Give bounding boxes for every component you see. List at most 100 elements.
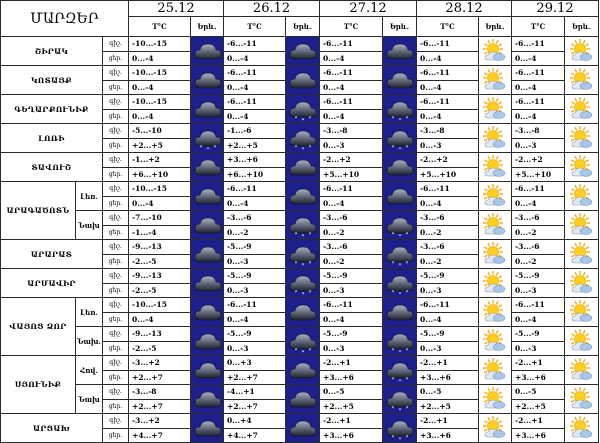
- forecast-row: ՎԱՅՈՑ ՁՈՐ Լեռ. գիշ. -10...-15 -6...-11 -6...-…: [0, 297, 600, 356]
- svg-text:*: *: [302, 263, 305, 268]
- forecast-row: ԱՐԱԳԱԾՈՏՆ Լեռ. գիշ. -10...-15 -6...-11 -6...-…: [0, 181, 600, 240]
- snow-cloud-night-icon: * * *: [382, 326, 418, 356]
- sun-cloud-icon: [478, 239, 513, 269]
- forecast-row: ԱՐԱՐԱՏ գիշ. -9...-13 -5...-9 * * * -3...-6 * * * -3…: [0, 239, 600, 269]
- sun-cloud-icon: [564, 210, 600, 240]
- svg-text:*: *: [406, 377, 409, 383]
- night-temperature: -3...+2: [128, 413, 192, 429]
- night-label: գիշ.: [101, 297, 130, 313]
- night-temperature: +3...+6: [223, 152, 287, 168]
- day-temperature: +5...+10: [319, 166, 384, 182]
- snow-cloud-night-icon: * * *: [382, 239, 418, 269]
- night-temperature: -3...-6: [223, 210, 287, 226]
- night-temperature: -2...+1: [416, 413, 480, 429]
- day-temperature: 0...-4: [319, 108, 384, 124]
- snow-cloud-night-icon: * * *: [190, 123, 225, 153]
- svg-text:*: *: [406, 145, 409, 151]
- snow-cloud-night-icon: * * *: [382, 210, 418, 240]
- sun-cloud-icon: [564, 36, 600, 66]
- svg-text:*: *: [302, 118, 305, 123]
- day-temperature: 0...-3: [511, 282, 566, 298]
- svg-text:*: *: [392, 290, 395, 296]
- subregion-name: Նախ: [75, 210, 103, 240]
- svg-text:*: *: [399, 147, 402, 152]
- cloud-night-icon: [190, 36, 225, 66]
- svg-text:*: *: [302, 350, 305, 355]
- night-temperature: -10...-15: [128, 65, 192, 81]
- day-temperature: 0...-4: [223, 108, 287, 124]
- day-temperature: +3...+6: [511, 369, 566, 385]
- day-temperature: 0...-3: [223, 253, 287, 269]
- sun-cloud-icon: [478, 123, 513, 153]
- night-temperature: -6...-11: [319, 94, 384, 110]
- svg-text:*: *: [406, 406, 409, 412]
- night-temperature: -6...-11: [319, 36, 384, 52]
- night-label: գիշ.: [101, 181, 130, 197]
- day-label: ցեր.: [101, 311, 130, 327]
- forecast-body: ՇԻՐԱԿ գիշ. -10...-15 -6...-11 -6...-11 -6...-…: [0, 36, 600, 443]
- svg-text:*: *: [399, 350, 402, 355]
- sun-cloud-icon: [478, 355, 513, 385]
- day-temperature: 0...-3: [416, 282, 480, 298]
- svg-text:*: *: [392, 377, 395, 383]
- night-temperature: -6...-11: [416, 36, 480, 52]
- day-temperature: +2...+7: [223, 369, 287, 385]
- night-temperature: -9...-13: [128, 326, 192, 342]
- svg-text:*: *: [406, 261, 409, 267]
- icon-column-header: Երև.: [190, 16, 225, 37]
- region-name: ՎԱՅՈՑ ՁՈՐ: [0, 297, 76, 356]
- day-temperature: +4...+7: [128, 427, 192, 443]
- night-temperature: -2...+2: [319, 152, 384, 168]
- forecast-row: ցեր. -1...-4 0...-2 0...-2 0...-2 0...-2: [1, 224, 599, 240]
- night-temperature: -9...-13: [128, 268, 192, 284]
- sun-cloud-icon: [564, 123, 600, 153]
- night-temperature: -3...-8: [511, 123, 566, 139]
- day-temperature: -2...-5: [128, 253, 192, 269]
- sun-cloud-icon: [478, 94, 513, 124]
- region-name: ՍՅՈՒՆԻՔ: [0, 355, 76, 414]
- snow-cloud-night-icon: * * *: [285, 94, 321, 124]
- sun-cloud-icon: [564, 384, 600, 414]
- day-temperature: +3...+6: [319, 427, 384, 443]
- night-temperature: 0...-5: [416, 384, 480, 400]
- day-temperature: 0...-3: [416, 340, 480, 356]
- cloud-night-icon: [190, 181, 225, 211]
- svg-text:*: *: [392, 232, 395, 238]
- date-header: 29.12: [511, 0, 600, 17]
- night-temperature: -7...-10: [128, 210, 192, 226]
- svg-text:*: *: [302, 147, 305, 152]
- night-label: գիշ.: [101, 210, 130, 226]
- svg-text:*: *: [406, 290, 409, 296]
- temp-column-header: T°C: [319, 16, 384, 37]
- day-temperature: 0...-4: [511, 79, 566, 95]
- day-temperature: +6...+10: [223, 166, 287, 182]
- forecast-row: ցեր. +2...+5 +2...+5 0...-3 0...-3 0...-3: [1, 137, 599, 153]
- night-temperature: -3...+2: [128, 355, 192, 371]
- snow-cloud-night-icon: * * *: [285, 210, 321, 240]
- cloud-night-icon: [285, 355, 321, 385]
- night-temperature: -6...-11: [223, 181, 287, 197]
- forecast-row: ցեր. +6...+10 +6...+10 +5...+10 +5...+10 +5..…: [1, 166, 599, 182]
- header-sub-row: T°C Երև. T°C Երև. T°C Երև. T°C Երև. T°C Երև.: [1, 16, 600, 37]
- night-temperature: -5...-9: [511, 268, 566, 284]
- region-name: ԿՈՏԱՅՔ: [0, 65, 103, 95]
- day-temperature: +2...+5: [511, 398, 566, 414]
- night-temperature: -5...-9: [416, 326, 480, 342]
- sun-cloud-icon: [478, 268, 513, 298]
- day-temperature: 0...-4: [319, 311, 384, 327]
- day-label: ցեր.: [101, 398, 130, 414]
- forecast-row: ՏԱՎՈՒՇ գիշ. -1...+2 +3...+6 -2...+2 -2...+2 -2…: [0, 152, 600, 182]
- svg-text:*: *: [309, 145, 312, 151]
- night-temperature: -5...-9: [223, 268, 287, 284]
- subregion-name: Նախ: [75, 384, 103, 414]
- cloud-night-icon: [382, 297, 418, 327]
- subregion-name: Լեռ.: [75, 181, 103, 211]
- day-temperature: 0...-3: [319, 137, 384, 153]
- snow-cloud-night-icon: * * *: [382, 384, 418, 414]
- svg-text:*: *: [399, 292, 402, 297]
- day-temperature: +2...+5: [319, 398, 384, 414]
- cloud-night-icon: [190, 297, 225, 327]
- sun-cloud-icon: [564, 355, 600, 385]
- day-label: ցեր.: [101, 166, 130, 182]
- cloud-night-icon: [382, 36, 418, 66]
